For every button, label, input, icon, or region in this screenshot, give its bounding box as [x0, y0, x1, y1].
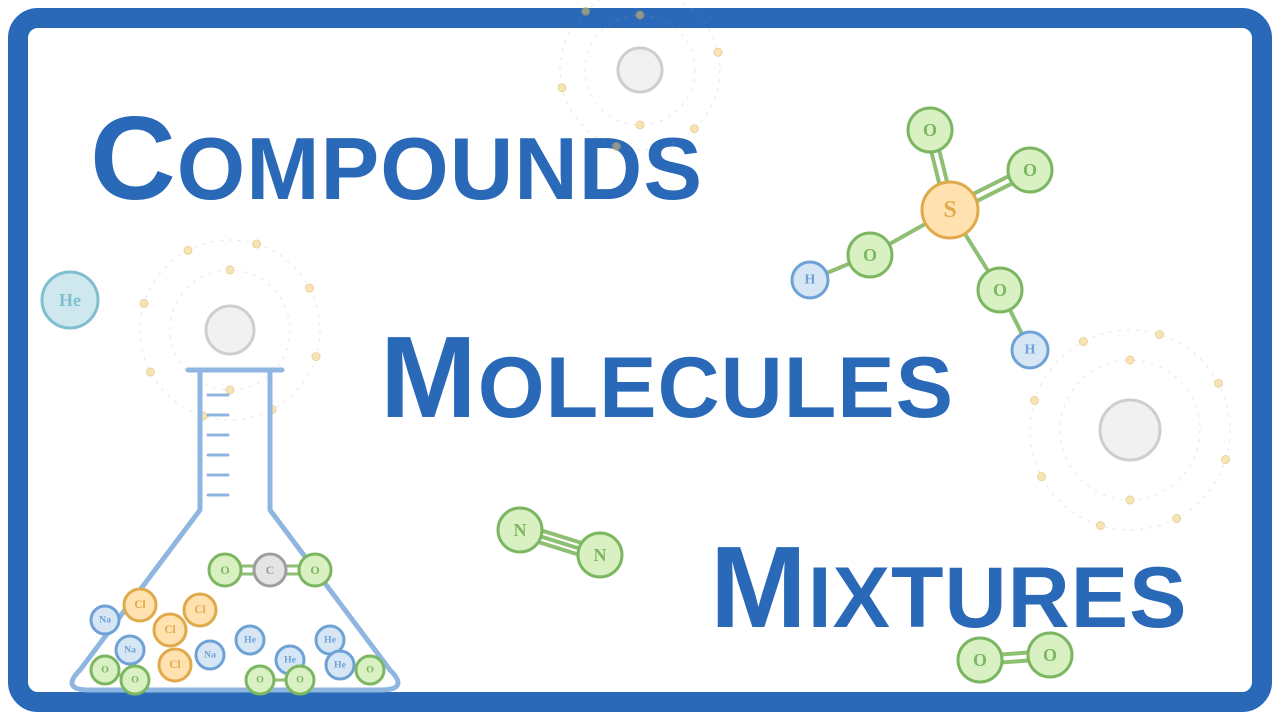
svg-text:O: O [366, 665, 374, 676]
svg-text:He: He [334, 660, 347, 671]
svg-text:He: He [324, 635, 337, 646]
svg-text:Na: Na [124, 645, 136, 656]
svg-text:O: O [131, 675, 139, 686]
svg-text:O: O [296, 675, 304, 686]
svg-text:C: C [266, 563, 275, 577]
erlenmeyer-flask: O C O Na Cl Cl Na Cl Cl Na O O He He He O O He O [0, 0, 1280, 720]
svg-text:Cl: Cl [164, 624, 175, 636]
svg-text:O: O [256, 675, 264, 686]
svg-text:Cl: Cl [134, 599, 145, 611]
svg-text:Na: Na [99, 615, 111, 626]
svg-text:He: He [284, 655, 297, 666]
svg-text:O: O [220, 563, 229, 577]
svg-text:He: He [244, 635, 257, 646]
svg-text:Na: Na [204, 650, 216, 661]
svg-text:O: O [101, 665, 109, 676]
svg-text:O: O [310, 563, 319, 577]
svg-text:Cl: Cl [169, 659, 180, 671]
svg-text:Cl: Cl [194, 604, 205, 616]
